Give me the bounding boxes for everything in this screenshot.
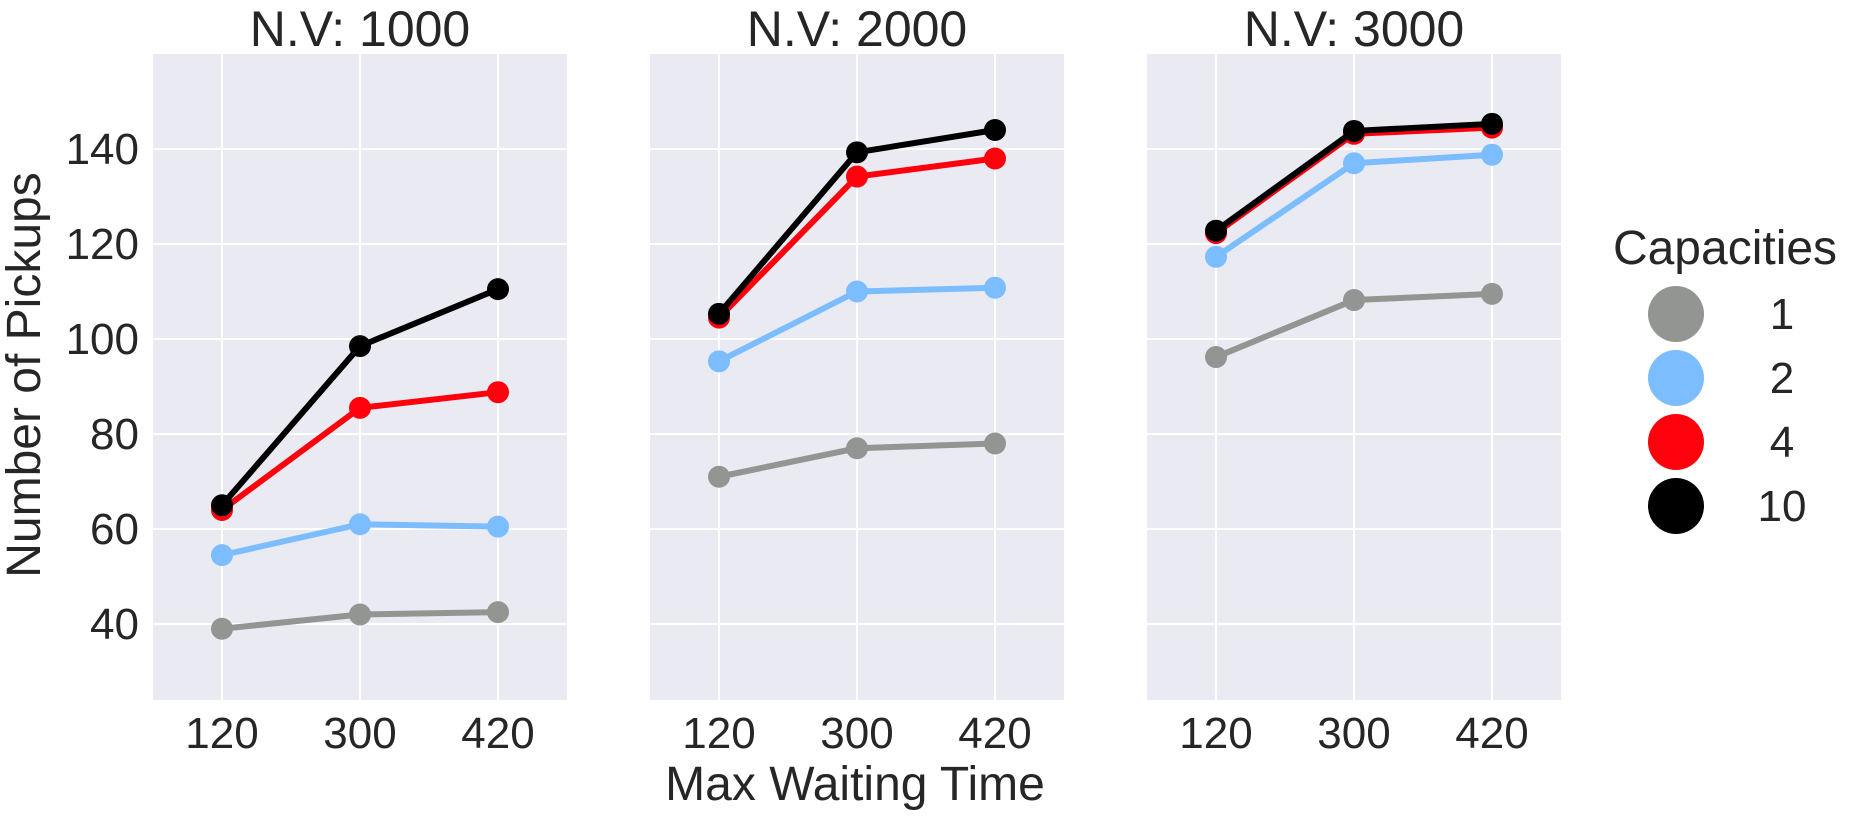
legend-label: 10 <box>1758 482 1807 531</box>
data-point <box>1481 143 1503 166</box>
x-tick-label: 420 <box>461 709 534 758</box>
x-tick-label: 120 <box>1179 709 1252 758</box>
legend-title: Capacities <box>1613 222 1837 275</box>
data-point <box>1343 289 1365 312</box>
x-tick-label: 300 <box>1317 709 1390 758</box>
x-axis-label: Max Waiting Time <box>665 758 1045 811</box>
x-tick-label: 120 <box>185 709 258 758</box>
data-point <box>349 335 371 358</box>
legend-item-4: 4 <box>1648 414 1794 470</box>
data-point <box>708 465 730 488</box>
legend-label: 1 <box>1770 290 1794 339</box>
series-1 <box>708 432 1006 488</box>
data-point <box>846 437 868 460</box>
data-point <box>846 280 868 303</box>
legend-item-2: 2 <box>1648 350 1794 406</box>
y-tick-label: 140 <box>66 125 139 174</box>
legend-label: 2 <box>1770 354 1794 403</box>
x-tick-label: 300 <box>323 709 396 758</box>
legend: Capacities 1 2 4 10 <box>1613 222 1837 534</box>
series-10 <box>211 278 509 517</box>
series-4 <box>211 381 509 521</box>
data-point <box>1205 219 1227 242</box>
series-1 <box>1205 282 1503 369</box>
x-tick-label: 420 <box>958 709 1031 758</box>
data-point <box>1205 245 1227 268</box>
data-point <box>1205 346 1227 369</box>
panel-3: 120 300 420 N.V: 3000 <box>1147 1 1561 758</box>
legend-marker <box>1648 478 1704 534</box>
data-point <box>708 302 730 325</box>
data-point <box>487 381 509 404</box>
data-point <box>984 119 1006 141</box>
y-tick-label: 60 <box>90 505 139 554</box>
legend-marker <box>1648 350 1704 406</box>
data-point <box>708 350 730 373</box>
data-point <box>1481 282 1503 305</box>
data-point <box>487 601 509 624</box>
data-point <box>846 165 868 188</box>
y-tick-label: 40 <box>90 600 139 649</box>
data-point <box>211 544 233 567</box>
panel-title: N.V: 3000 <box>1244 1 1465 57</box>
legend-item-10: 10 <box>1648 478 1806 534</box>
panel-title: N.V: 1000 <box>250 1 471 57</box>
data-point <box>487 515 509 538</box>
legend-item-1: 1 <box>1648 286 1794 342</box>
data-point <box>1343 152 1365 175</box>
panel-title: N.V: 2000 <box>747 1 968 57</box>
data-point <box>1481 112 1503 135</box>
panel-1: 40 60 80 100 120 140 120 300 420 N.V: 1000 <box>66 1 567 758</box>
x-tick-label: 420 <box>1455 709 1528 758</box>
y-tick-label: 100 <box>66 315 139 364</box>
data-point <box>349 513 371 536</box>
data-point <box>984 276 1006 299</box>
y-tick-label: 120 <box>66 220 139 269</box>
data-point <box>349 603 371 626</box>
panel-2: 120 300 420 N.V: 2000 <box>650 1 1064 758</box>
legend-marker <box>1648 286 1704 342</box>
series-2 <box>708 276 1006 373</box>
data-point <box>984 432 1006 455</box>
legend-items: 1 2 4 10 <box>1648 286 1806 534</box>
y-axis-label: Number of Pickups <box>0 172 51 578</box>
data-point <box>1343 119 1365 142</box>
series-10 <box>708 119 1006 325</box>
series-10 <box>1205 112 1503 242</box>
legend-label: 4 <box>1770 418 1794 467</box>
data-point <box>846 141 868 164</box>
x-tick-label: 120 <box>682 709 755 758</box>
y-tick-label: 80 <box>90 410 139 459</box>
series-1 <box>211 601 509 640</box>
series-2 <box>211 513 509 567</box>
legend-marker <box>1648 414 1704 470</box>
data-point <box>487 278 509 301</box>
data-point <box>984 147 1006 170</box>
data-point <box>211 494 233 517</box>
data-point <box>211 617 233 640</box>
x-tick-label: 300 <box>820 709 893 758</box>
data-point <box>349 396 371 419</box>
series-2 <box>1205 143 1503 268</box>
